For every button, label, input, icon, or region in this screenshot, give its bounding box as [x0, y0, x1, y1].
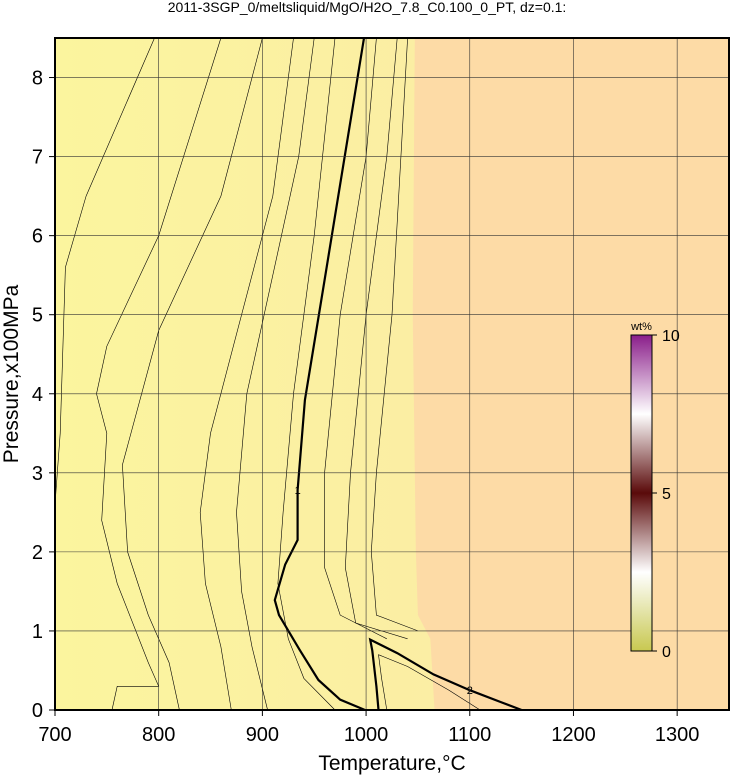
y-tick-label: 3 [32, 463, 43, 485]
plot-frame [54, 37, 730, 711]
x-tick-label: 1100 [448, 724, 491, 746]
y-tick-label: 1 [32, 621, 43, 643]
contour-label: 1 [295, 485, 301, 497]
contour-line-bold [368, 637, 522, 712]
contour-line [236, 37, 315, 711]
x-axis-label: Temperature,°C [318, 752, 465, 775]
contour-line [277, 37, 336, 711]
colorbar-tick-label: 10 [662, 328, 680, 345]
y-tick-label: 7 [32, 147, 43, 169]
contour-line [378, 654, 481, 711]
contour-line [122, 37, 263, 711]
contour-line [54, 37, 155, 505]
y-tick-label: 4 [32, 384, 43, 406]
chart-title: 2011-3SGP_0/meltsliquid/MgO/H2O_7.8_C0.1… [168, 0, 567, 15]
x-tick-label: 800 [142, 724, 175, 746]
x-tick-label: 900 [246, 724, 279, 746]
contour-line-bold [273, 37, 366, 712]
x-tick-label: 1300 [655, 724, 700, 746]
y-tick-label: 5 [32, 305, 43, 327]
y-axis-label: Pressure,x100MPa [0, 284, 23, 463]
contour-line [370, 37, 419, 632]
x-tick-label: 1200 [551, 724, 596, 746]
filled-region [412, 38, 729, 710]
contour-line [96, 37, 222, 711]
y-tick-label: 6 [32, 226, 43, 248]
colorbar-tick-label: 0 [662, 644, 671, 661]
y-tick-label: 2 [32, 542, 43, 564]
colorbar-tick-label: 5 [662, 486, 671, 503]
x-tick-label: 1000 [344, 724, 389, 746]
x-tick-label: 700 [38, 724, 71, 746]
y-tick-label: 0 [32, 700, 43, 722]
colorbar-label: wt% [630, 321, 652, 333]
colorbar [630, 334, 653, 652]
y-tick-label: 8 [32, 68, 43, 90]
